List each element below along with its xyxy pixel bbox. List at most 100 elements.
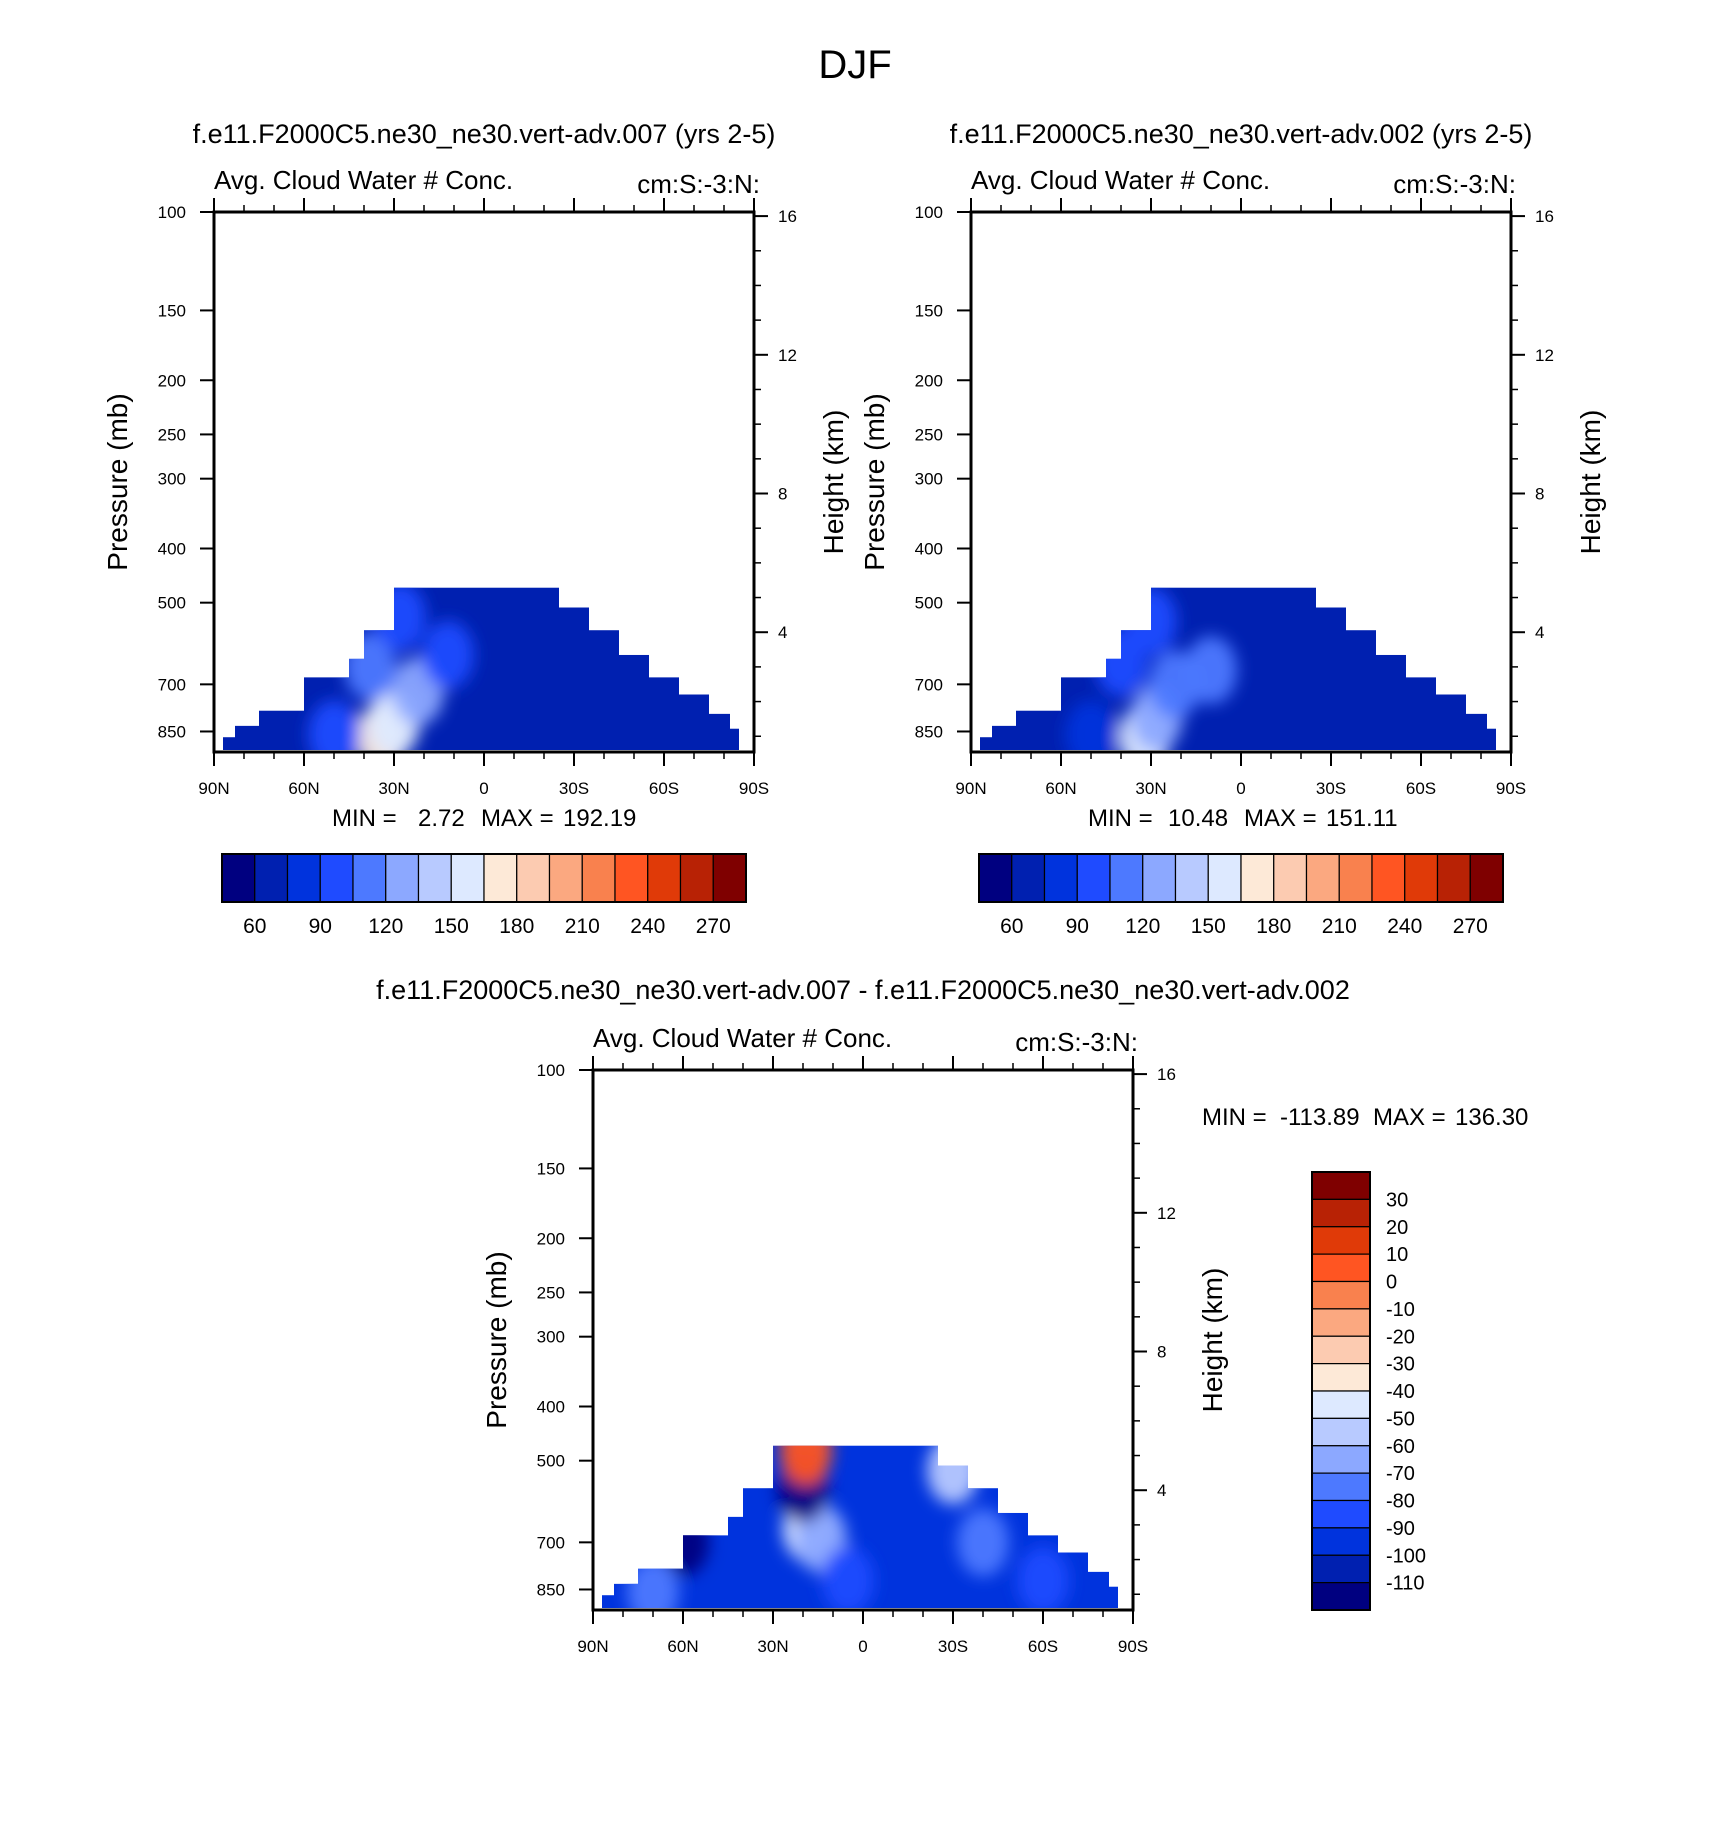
field-blob — [927, 1445, 979, 1505]
colorbar-tick-label: 210 — [1322, 915, 1357, 938]
lat-tick-label: 30N — [1135, 779, 1166, 798]
colorbar-tick-label: 270 — [696, 915, 731, 938]
colorbar-box — [385, 853, 420, 903]
pressure-tick-label: 150 — [537, 1159, 565, 1178]
colorbar-frame — [1311, 1171, 1371, 1611]
panel-diff-region-label: cm:S:-3:N: — [1015, 1027, 1138, 1057]
lat-tick-label: 60N — [288, 779, 319, 798]
panel-b-stats: MIN = 10.48 MAX = 151.11 — [1088, 805, 1398, 832]
panel-b-ylabel: Pressure (mb) — [859, 393, 890, 570]
lat-tick-label: 90N — [577, 1637, 608, 1656]
height-tick-label: 8 — [1535, 485, 1544, 504]
colorbar-box — [254, 853, 289, 903]
colorbar-tick-label: 20 — [1386, 1217, 1408, 1239]
pressure-tick-label: 250 — [915, 425, 943, 444]
lat-tick-label: 60S — [649, 779, 679, 798]
colorbar-box — [516, 853, 551, 903]
field-blob — [780, 1445, 832, 1485]
panel-a-region-label: cm:S:-3:N: — [637, 169, 760, 199]
panel-diff-stats: MIN = -113.89 MAX = 136.30 — [1202, 1104, 1528, 1131]
colorbar-box — [1311, 1499, 1371, 1529]
colorbar-box — [1311, 1417, 1371, 1447]
colorbar-box — [1371, 853, 1406, 903]
field-base-fill — [223, 587, 739, 750]
lat-tick-label: 90S — [739, 779, 769, 798]
pressure-tick-label: 500 — [537, 1452, 565, 1471]
colorbar-box — [581, 853, 616, 903]
height-tick-label: 4 — [778, 623, 787, 642]
colorbar-box — [1311, 1363, 1371, 1392]
colorbar-box — [1311, 1472, 1371, 1502]
colorbar-frame — [978, 853, 1504, 903]
pressure-tick-label: 400 — [915, 540, 943, 559]
panel-b-subtitle: Avg. Cloud Water # Conc. — [971, 165, 1270, 195]
field-base-fill — [980, 587, 1496, 750]
colorbar-tick-label: -30 — [1386, 1354, 1415, 1376]
colorbar-box — [286, 853, 321, 903]
lat-tick-label: 90N — [955, 779, 986, 798]
pressure-tick-label: 700 — [915, 675, 943, 694]
colorbar-tick-label: -20 — [1386, 1326, 1415, 1348]
colorbar-box — [1311, 1527, 1371, 1556]
height-tick-label: 12 — [1157, 1204, 1176, 1223]
colorbar-tick-label: -60 — [1386, 1436, 1415, 1458]
colorbar-frame — [221, 853, 747, 903]
panel-diff-y2label: Height (km) — [1197, 1268, 1228, 1413]
colorbar-tick-label: -50 — [1386, 1408, 1415, 1430]
pressure-tick-label: 850 — [158, 722, 186, 741]
colorbar-box — [1043, 853, 1078, 903]
panel-b-field — [980, 587, 1496, 750]
colorbar-box — [1174, 853, 1209, 903]
colorbar-box — [352, 853, 387, 903]
colorbar-tick-label: 240 — [1387, 915, 1422, 938]
colorbar-box — [1436, 853, 1471, 903]
colorbar-tick-label: 270 — [1453, 915, 1488, 938]
panel-a-min-value: 2.72 — [418, 805, 465, 832]
colorbar-box — [1076, 853, 1111, 903]
pressure-tick-label: 100 — [537, 1061, 565, 1080]
colorbar-tick-label: -10 — [1386, 1299, 1415, 1321]
lat-tick-label: 60S — [1406, 779, 1436, 798]
colorbar-box — [978, 853, 1013, 903]
field-blob — [957, 1508, 1009, 1577]
colorbar-box — [548, 853, 583, 903]
field-interior — [980, 587, 1496, 750]
colorbar-box — [1311, 1554, 1371, 1584]
colorbar-box — [483, 853, 518, 903]
panel-b-min-label: MIN = — [1088, 805, 1153, 832]
colorbar-tick-label: 30 — [1386, 1189, 1408, 1211]
figure-title: DJF — [818, 43, 891, 87]
pressure-tick-label: 850 — [537, 1580, 565, 1599]
panel-a-title: f.e11.F2000C5.ne30_ne30.vert-adv.007 (yr… — [193, 119, 776, 149]
lat-tick-label: 60N — [1045, 779, 1076, 798]
panel-diff-max-value: 136.30 — [1455, 1104, 1528, 1131]
colorbar-box — [1273, 853, 1308, 903]
lat-tick-label: 90N — [198, 779, 229, 798]
pressure-tick-label: 250 — [537, 1283, 565, 1302]
pressure-tick-label: 150 — [158, 301, 186, 320]
lat-tick-label: 30S — [559, 779, 589, 798]
pressure-tick-label: 400 — [158, 540, 186, 559]
pressure-tick-label: 150 — [915, 301, 943, 320]
pressure-tick-label: 500 — [915, 594, 943, 613]
colorbar-tick-label: 180 — [499, 915, 534, 938]
panel-b: f.e11.F2000C5.ne30_ne30.vert-adv.002 (yr… — [859, 119, 1606, 938]
colorbar-box — [1311, 1226, 1371, 1255]
colorbar-tick-label: -80 — [1386, 1491, 1415, 1513]
panel-diff: f.e11.F2000C5.ne30_ne30.vert-adv.007 - f… — [376, 975, 1528, 1656]
panel-diff-min-label: MIN = — [1202, 1104, 1267, 1131]
lat-tick-label: 30S — [1316, 779, 1346, 798]
colorbar-box — [1311, 1390, 1371, 1419]
colorbar-tick-label: 150 — [1191, 915, 1226, 938]
colorbar-tick-label: -40 — [1386, 1381, 1415, 1403]
colorbar-box — [614, 853, 649, 903]
colorbar-box — [712, 853, 747, 903]
field-blob — [374, 587, 426, 651]
colorbar-box — [1207, 853, 1242, 903]
colorbar-tick-label: 240 — [630, 915, 665, 938]
pressure-tick-label: 300 — [915, 470, 943, 489]
panel-a-subtitle: Avg. Cloud Water # Conc. — [214, 165, 513, 195]
panel-b-region-label: cm:S:-3:N: — [1393, 169, 1516, 199]
panel-b-min-value: 10.48 — [1168, 805, 1228, 832]
